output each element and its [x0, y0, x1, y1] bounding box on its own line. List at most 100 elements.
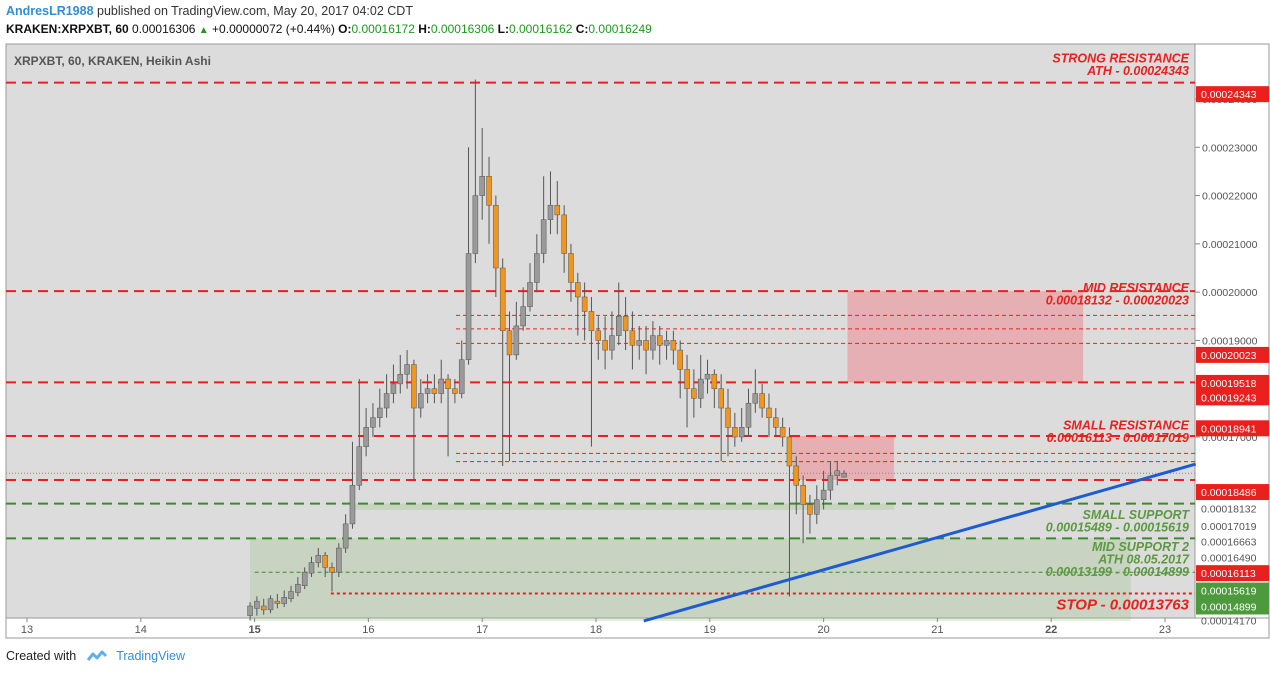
candle-body: [493, 204, 499, 269]
candle-body: [315, 555, 322, 563]
annotation-text: 0.00015489 - 0.00015619: [1046, 521, 1189, 535]
candle-body: [383, 393, 390, 409]
candle-body: [820, 489, 827, 501]
candle-body: [786, 436, 793, 467]
candle: [329, 562, 335, 592]
price-badge-label: 0.00016113: [1201, 568, 1256, 580]
price-badge-label: 0.00019518: [1201, 378, 1257, 390]
candle-body: [411, 364, 417, 409]
candle: [267, 595, 274, 614]
candle: [752, 369, 759, 413]
candle-body: [656, 335, 663, 346]
candle-body: [636, 340, 642, 346]
x-tick-label: 19: [704, 624, 716, 636]
x-tick-label: 22: [1045, 624, 1057, 636]
annotation-text: SMALL SUPPORT: [1083, 508, 1191, 522]
price-badge-bg: [1196, 484, 1269, 501]
candle-body: [301, 571, 308, 586]
price-badge: 0.00020023: [1196, 346, 1269, 363]
annotation-text: MID RESISTANCE: [1083, 281, 1190, 295]
candle: [547, 171, 554, 235]
candle: [663, 330, 670, 360]
candle: [534, 234, 540, 293]
candle-body: [499, 267, 506, 332]
last-price: 0.00016306: [132, 22, 196, 36]
candle-body: [814, 499, 820, 515]
time-axis[interactable]: [5, 617, 1270, 639]
annotation-text: ATH - 0.00024343: [1086, 64, 1189, 78]
x-tick-label: 21: [931, 624, 943, 636]
candle-body: [718, 388, 724, 409]
green-zone: [992, 538, 1131, 621]
price-badge: 0.00014170: [1201, 615, 1257, 627]
candle-body: [650, 335, 656, 351]
x-tick-label: 15: [248, 624, 260, 636]
x-tick-label: 20: [817, 624, 829, 636]
candle-body: [568, 253, 574, 283]
candle: [527, 263, 533, 312]
candle-body: [472, 195, 479, 254]
high-label: H:: [418, 22, 431, 36]
candle-body: [827, 475, 834, 491]
candle: [506, 311, 513, 462]
price-badge: 0.00016663: [1201, 536, 1257, 548]
candle: [732, 412, 738, 447]
candle: [807, 494, 813, 534]
tradingview-link[interactable]: TradingView: [116, 649, 185, 663]
candle-body: [520, 306, 526, 327]
symbol-name: KRAKEN:XRPXBT, 60: [6, 22, 129, 36]
price-badge-bg: [1196, 346, 1269, 363]
candle: [691, 369, 697, 418]
candle: [315, 548, 322, 568]
price-badge: 0.00024343: [1196, 86, 1269, 103]
candle: [629, 311, 636, 370]
green-zone: [351, 503, 895, 510]
price-badge: 0.00018486: [1196, 484, 1269, 501]
price-badge: 0.00016490: [1201, 553, 1257, 565]
candle: [786, 427, 793, 597]
candle-body: [534, 253, 540, 283]
candle-body: [479, 176, 485, 196]
candle-body: [288, 591, 294, 600]
y-tick-label: 0.00023000: [1202, 142, 1258, 154]
red-zone: [792, 436, 895, 480]
candle: [718, 374, 724, 462]
x-tick-label: 18: [590, 624, 602, 636]
candle: [397, 354, 404, 394]
candle: [260, 598, 267, 615]
candle: [834, 461, 841, 486]
candle-body: [732, 427, 738, 438]
candle-body: [547, 204, 554, 220]
candle-body: [513, 325, 520, 356]
candle-body: [834, 470, 841, 476]
candle: [704, 359, 711, 394]
trend-line: [643, 462, 1197, 623]
candle: [759, 383, 765, 418]
price-badge-label: 0.00014899: [1201, 601, 1257, 613]
candle-body: [260, 605, 267, 611]
candle: [295, 577, 301, 597]
candle-body: [697, 378, 704, 399]
author-link[interactable]: AndresLR1988: [6, 4, 94, 18]
candle-body: [677, 349, 683, 370]
candle: [322, 551, 328, 578]
candle-body: [397, 373, 404, 385]
y-tick-label: 0.00021000: [1202, 239, 1258, 251]
candle: [438, 359, 444, 404]
chart-title: XRPXBT, 60, KRAKEN, Heikin Ashi: [14, 54, 211, 68]
candle-body: [588, 311, 595, 332]
up-arrow-icon: ▲: [198, 25, 209, 36]
price-axis[interactable]: [1194, 43, 1270, 619]
candle: [472, 79, 479, 264]
candle: [827, 461, 834, 500]
candle: [677, 340, 683, 399]
candle: [738, 408, 745, 442]
annotation-text: STRONG RESISTANCE: [1052, 51, 1189, 65]
candle-body: [424, 388, 431, 394]
price-badge-bg: [1196, 565, 1269, 582]
candle: [417, 379, 424, 418]
candle: [363, 408, 369, 457]
candle-body: [752, 393, 759, 404]
candle-body: [561, 214, 567, 254]
